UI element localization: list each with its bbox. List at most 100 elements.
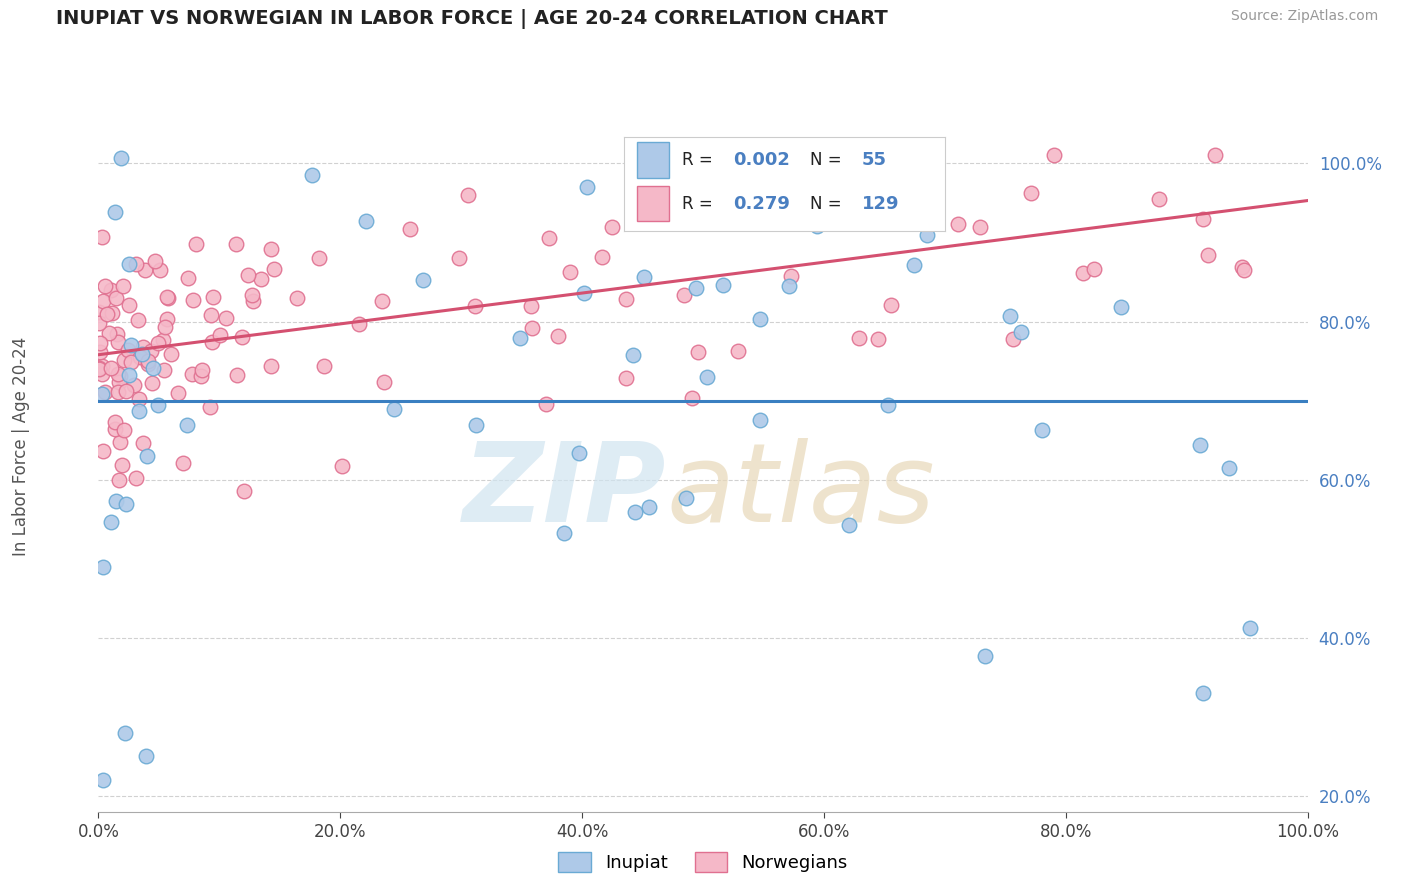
Point bbox=[128, 404, 150, 418]
Point bbox=[520, 320, 543, 334]
Point bbox=[1083, 261, 1105, 276]
Point bbox=[633, 270, 655, 285]
Point bbox=[142, 361, 165, 376]
Point bbox=[94, 278, 117, 293]
Point bbox=[903, 258, 925, 272]
Point bbox=[998, 310, 1021, 324]
Point bbox=[547, 328, 569, 343]
Point bbox=[200, 308, 222, 322]
Point bbox=[138, 353, 160, 368]
Point bbox=[110, 151, 132, 165]
Point bbox=[260, 242, 283, 256]
Point bbox=[134, 263, 156, 277]
Point bbox=[100, 515, 122, 529]
Point bbox=[143, 254, 166, 268]
Point bbox=[100, 361, 122, 376]
Point bbox=[131, 347, 153, 361]
Point bbox=[349, 317, 371, 331]
Point bbox=[111, 458, 134, 472]
Point bbox=[568, 446, 591, 460]
Point bbox=[118, 298, 141, 312]
Point bbox=[128, 392, 150, 407]
Point bbox=[1002, 332, 1025, 346]
Point bbox=[1147, 192, 1170, 206]
Point bbox=[1204, 148, 1226, 162]
Point bbox=[132, 341, 155, 355]
Point bbox=[301, 168, 323, 182]
Point bbox=[464, 299, 486, 313]
Point bbox=[152, 333, 174, 347]
Point bbox=[89, 316, 111, 330]
Point bbox=[120, 355, 142, 369]
Point bbox=[412, 273, 434, 287]
Point bbox=[190, 369, 212, 384]
Point bbox=[94, 385, 117, 400]
Text: atlas: atlas bbox=[666, 438, 935, 545]
Point bbox=[240, 287, 263, 301]
Point bbox=[231, 330, 253, 344]
Point bbox=[1111, 300, 1133, 314]
Point bbox=[100, 283, 122, 297]
Point bbox=[136, 357, 159, 371]
Point bbox=[104, 291, 127, 305]
Point bbox=[314, 359, 336, 374]
Point bbox=[1239, 621, 1261, 635]
Point bbox=[675, 491, 697, 506]
Point bbox=[214, 310, 236, 325]
Text: INUPIAT VS NORWEGIAN IN LABOR FORCE | AGE 20-24 CORRELATION CHART: INUPIAT VS NORWEGIAN IN LABOR FORCE | AG… bbox=[56, 9, 889, 29]
Point bbox=[1043, 148, 1066, 162]
Point bbox=[198, 401, 221, 415]
Point bbox=[112, 353, 135, 368]
Point bbox=[1192, 211, 1215, 226]
Point bbox=[1031, 423, 1053, 437]
Point bbox=[778, 278, 800, 293]
Point bbox=[974, 648, 997, 663]
Point bbox=[711, 278, 734, 293]
Point bbox=[166, 386, 188, 401]
Point bbox=[96, 307, 118, 321]
Point bbox=[681, 391, 703, 405]
Point bbox=[688, 345, 710, 359]
Point bbox=[114, 725, 136, 739]
Point bbox=[125, 257, 148, 271]
Point bbox=[600, 219, 623, 234]
Point bbox=[129, 350, 152, 364]
Point bbox=[534, 397, 557, 411]
Point bbox=[624, 505, 647, 519]
Point bbox=[373, 376, 395, 390]
Point bbox=[780, 269, 803, 284]
Point bbox=[153, 320, 176, 334]
Point bbox=[880, 298, 903, 312]
Point bbox=[191, 363, 214, 377]
Point bbox=[866, 332, 889, 346]
Point bbox=[91, 444, 114, 458]
Point bbox=[748, 412, 770, 426]
Point bbox=[614, 292, 637, 306]
Point bbox=[91, 230, 114, 244]
Point bbox=[225, 368, 247, 383]
Point bbox=[260, 359, 283, 374]
Point bbox=[124, 378, 146, 392]
Point bbox=[696, 370, 718, 384]
Point bbox=[91, 559, 114, 574]
Point bbox=[89, 305, 111, 319]
Point bbox=[838, 517, 860, 532]
Point bbox=[148, 336, 170, 351]
Point bbox=[1233, 262, 1256, 277]
Point bbox=[105, 326, 128, 341]
Point bbox=[233, 484, 256, 499]
Point bbox=[727, 344, 749, 359]
Point bbox=[946, 218, 969, 232]
Point bbox=[157, 291, 180, 305]
Point bbox=[250, 272, 273, 286]
Point bbox=[159, 347, 181, 361]
Point bbox=[135, 749, 157, 764]
Point bbox=[89, 335, 111, 350]
Point bbox=[91, 773, 114, 788]
Point bbox=[172, 456, 194, 470]
Point bbox=[91, 368, 114, 382]
Point bbox=[136, 449, 159, 463]
Point bbox=[115, 384, 138, 398]
Point bbox=[575, 179, 598, 194]
Point bbox=[614, 370, 637, 384]
